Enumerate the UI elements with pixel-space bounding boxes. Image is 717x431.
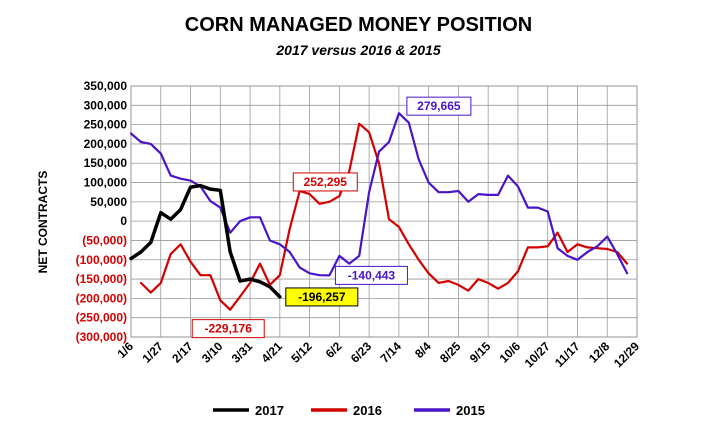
chart-subtitle: 2017 versus 2016 & 2015 bbox=[276, 42, 441, 58]
plot-area bbox=[130, 85, 638, 338]
series-line-2015 bbox=[129, 112, 629, 277]
x-tick-label: 2/17 bbox=[169, 339, 196, 366]
y-tick-label: 150,000 bbox=[84, 156, 128, 170]
x-tick-label: 6/2 bbox=[323, 339, 345, 361]
annotation-2016: -229,176 bbox=[191, 319, 265, 339]
x-tick-label: 3/31 bbox=[229, 339, 256, 366]
x-tick-label: 10/27 bbox=[522, 339, 553, 370]
y-tick-label: 0 bbox=[120, 214, 127, 228]
annotations: 279,665 252,295 -140,443-196,257 -229,176 bbox=[191, 96, 472, 339]
x-tick-label: 5/12 bbox=[288, 339, 315, 366]
grid bbox=[130, 85, 638, 338]
annotation-label: -229,176 bbox=[205, 322, 253, 336]
y-tick-label: (300,000) bbox=[76, 330, 127, 344]
x-axis-ticks: 1/6 1/27 2/17 3/10 3/31 4/21 5/12 6/2 6/23 7/14 8/… bbox=[114, 339, 642, 370]
y-tick-label: 50,000 bbox=[90, 195, 127, 209]
series-line-2016 bbox=[139, 122, 629, 311]
y-axis-label: NET CONTRACTS bbox=[36, 171, 50, 274]
y-tick-label: 300,000 bbox=[84, 98, 128, 112]
annotation-2017: -196,257 bbox=[285, 287, 359, 307]
y-tick-label: (100,000) bbox=[76, 253, 127, 267]
x-tick-label: 4/21 bbox=[259, 339, 286, 366]
y-tick-label: (250,000) bbox=[76, 311, 127, 325]
chart-title: CORN MANAGED MONEY POSITION bbox=[184, 14, 533, 36]
legend-label: 2017 bbox=[255, 403, 284, 418]
annotation-box bbox=[285, 287, 359, 307]
annotation-2016: 252,295 bbox=[292, 172, 358, 192]
annotation-2015: -140,443 bbox=[334, 265, 408, 285]
x-tick-label: 12/29 bbox=[611, 339, 642, 370]
annotation-box bbox=[191, 319, 265, 339]
x-tick-label: 9/15 bbox=[467, 339, 494, 366]
annotation-box bbox=[292, 172, 358, 192]
legend-label: 2016 bbox=[353, 403, 382, 418]
x-tick-label: 1/27 bbox=[139, 339, 166, 366]
y-tick-label: (150,000) bbox=[76, 272, 127, 286]
annotation-2015: 279,665 bbox=[406, 96, 472, 116]
y-axis-ticks: 350,000 300,000 250,000 200,000 150,000 100,0… bbox=[76, 79, 128, 344]
y-tick-label: 200,000 bbox=[84, 137, 128, 151]
legend-item-2017: 2017 bbox=[213, 403, 284, 418]
y-tick-label: 100,000 bbox=[84, 176, 128, 190]
legend-item-2016: 2016 bbox=[311, 403, 382, 418]
annotation-label: 279,665 bbox=[417, 99, 461, 113]
series-line-2017 bbox=[129, 183, 282, 299]
x-tick-label: 8/4 bbox=[412, 339, 434, 361]
x-tick-label: 6/23 bbox=[348, 339, 375, 366]
series-lines bbox=[129, 112, 629, 311]
y-tick-label: (50,000) bbox=[82, 233, 127, 247]
y-tick-label: 350,000 bbox=[84, 79, 128, 93]
annotation-label: 252,295 bbox=[304, 175, 348, 189]
x-tick-label: 8/25 bbox=[437, 339, 464, 366]
x-tick-label: 11/17 bbox=[552, 339, 583, 370]
legend-item-2015: 2015 bbox=[414, 403, 485, 418]
annotation-label: -140,443 bbox=[348, 268, 396, 282]
annotation-box bbox=[334, 265, 408, 285]
annotation-box bbox=[406, 96, 472, 116]
y-tick-label: 250,000 bbox=[84, 118, 128, 132]
x-tick-label: 7/14 bbox=[378, 339, 405, 366]
legend: 2017 2016 2015 bbox=[213, 403, 485, 418]
x-tick-label: 10/6 bbox=[497, 339, 524, 366]
legend-label: 2015 bbox=[456, 403, 485, 418]
y-tick-label: (200,000) bbox=[76, 291, 127, 305]
annotation-label: -196,257 bbox=[298, 290, 346, 304]
x-tick-label: 3/10 bbox=[199, 339, 226, 366]
x-tick-label: 12/8 bbox=[586, 339, 613, 366]
